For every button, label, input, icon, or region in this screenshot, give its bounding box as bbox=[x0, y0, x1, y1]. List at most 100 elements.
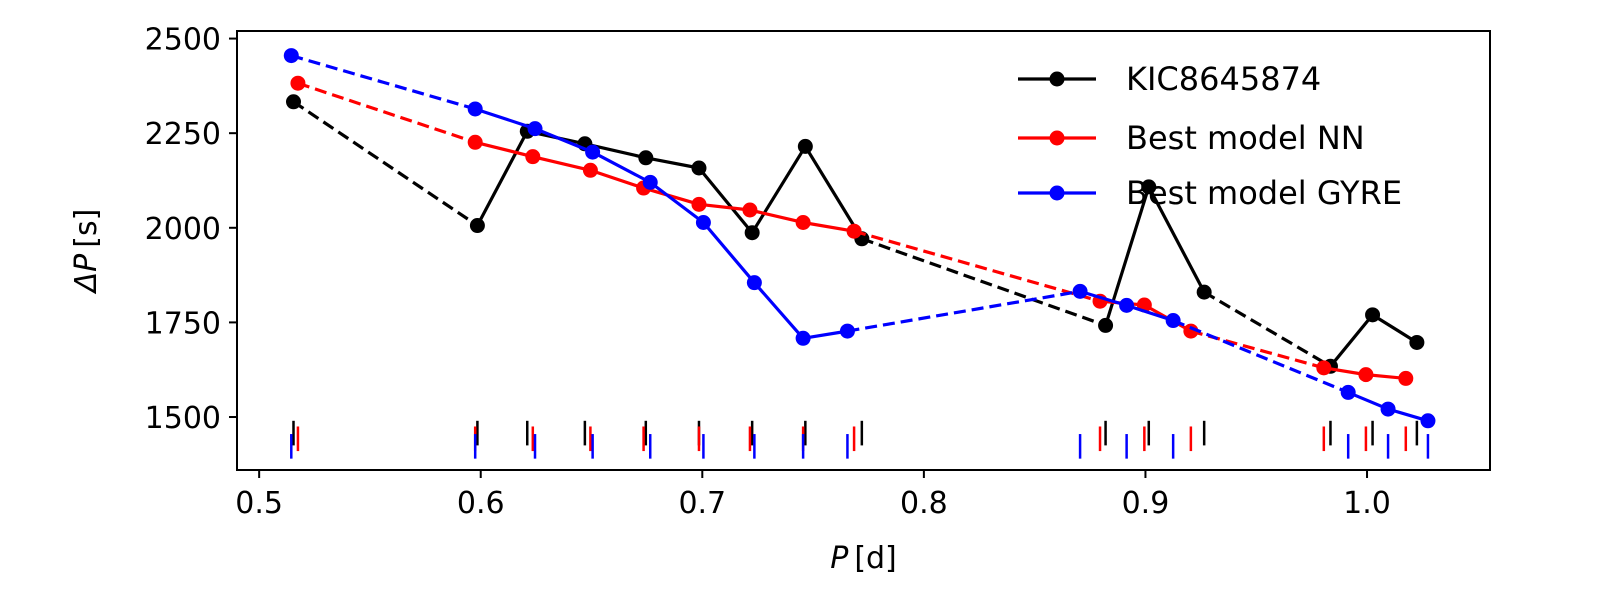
data-point bbox=[795, 214, 811, 230]
series-segment bbox=[589, 168, 645, 190]
y-tick-label: 2250 bbox=[145, 117, 221, 152]
data-point bbox=[797, 138, 813, 154]
series-segment bbox=[749, 208, 804, 225]
legend-entry: KIC8645874 bbox=[1018, 60, 1321, 98]
tick-marks-layer bbox=[229, 37, 1369, 478]
legend-marker bbox=[1049, 71, 1065, 87]
data-point bbox=[638, 150, 654, 166]
series-segment bbox=[532, 155, 591, 172]
data-point bbox=[1119, 297, 1135, 313]
x-tick-label: 1.0 bbox=[1343, 486, 1391, 521]
series-segment bbox=[1371, 313, 1418, 344]
data-point bbox=[469, 218, 485, 234]
x-tick-label: 0.5 bbox=[235, 486, 283, 521]
series-segment bbox=[292, 100, 479, 227]
data-point bbox=[1420, 413, 1436, 429]
y-tick-label: 2500 bbox=[145, 23, 221, 58]
y-axis-symbol: ΔP bbox=[69, 253, 104, 295]
legend-marker bbox=[1049, 130, 1065, 146]
data-point bbox=[1165, 313, 1181, 329]
legend-label: Best model NN bbox=[1126, 119, 1365, 157]
data-point bbox=[1316, 360, 1332, 376]
series-segment bbox=[702, 221, 756, 284]
y-tick-label: 2000 bbox=[145, 212, 221, 247]
series-segment bbox=[297, 81, 476, 144]
x-tick-label: 0.8 bbox=[900, 486, 948, 521]
data-point bbox=[527, 121, 543, 137]
y-tick-label: 1500 bbox=[145, 401, 221, 436]
series-segment bbox=[1172, 319, 1349, 394]
x-axis-label: P [d] bbox=[830, 541, 897, 576]
y-tick-label: 1750 bbox=[145, 306, 221, 341]
period-markers-layer bbox=[290, 420, 1430, 459]
series-segment bbox=[645, 156, 700, 170]
x-axis-unit: [d] bbox=[854, 541, 896, 576]
data-point bbox=[1340, 384, 1356, 400]
y-axis-unit: [s] bbox=[69, 209, 104, 248]
series-segment bbox=[649, 181, 705, 224]
series-segment bbox=[853, 229, 1101, 303]
series-segment bbox=[474, 140, 534, 159]
x-axis-symbol: P bbox=[830, 541, 849, 576]
data-point bbox=[290, 75, 306, 91]
series-segment bbox=[475, 130, 529, 227]
data-point bbox=[1098, 317, 1114, 333]
legend-entry: Best model NN bbox=[1018, 119, 1365, 157]
legend-entry: Best model GYRE bbox=[1018, 174, 1402, 212]
series-segment bbox=[697, 166, 754, 234]
data-point bbox=[691, 160, 707, 176]
data-point bbox=[1409, 334, 1425, 350]
series-segment bbox=[861, 237, 1107, 327]
series-segment bbox=[290, 54, 476, 111]
data-point bbox=[467, 134, 483, 150]
data-point bbox=[1398, 370, 1414, 386]
data-point bbox=[1358, 367, 1374, 383]
series-segment bbox=[534, 127, 594, 154]
data-point bbox=[744, 225, 760, 241]
data-point bbox=[286, 94, 302, 110]
data-point bbox=[839, 323, 855, 339]
series-segment bbox=[1126, 303, 1174, 323]
series-segment bbox=[847, 289, 1081, 333]
data-point bbox=[795, 330, 811, 346]
series-segment bbox=[753, 281, 805, 340]
series-segment bbox=[1147, 186, 1206, 293]
plot-frame bbox=[236, 30, 1491, 471]
data-point bbox=[746, 275, 762, 291]
y-axis-label: ΔP [s] bbox=[69, 209, 104, 295]
data-point bbox=[1380, 401, 1396, 417]
data-point bbox=[846, 223, 862, 239]
series-segment bbox=[643, 186, 700, 206]
series-layer bbox=[283, 48, 1436, 429]
series-best-model-gyre bbox=[283, 48, 1436, 429]
data-point bbox=[642, 174, 658, 190]
legend-label: Best model GYRE bbox=[1126, 174, 1402, 212]
x-tick-label: 0.9 bbox=[1122, 486, 1170, 521]
data-point bbox=[283, 48, 299, 64]
data-point bbox=[691, 196, 707, 212]
series-segment bbox=[750, 145, 807, 234]
data-point bbox=[1196, 284, 1212, 300]
series-segment bbox=[698, 202, 751, 212]
data-point bbox=[1365, 307, 1381, 323]
x-tick-label: 0.6 bbox=[457, 486, 505, 521]
data-point bbox=[525, 149, 541, 165]
data-point bbox=[467, 101, 483, 117]
data-point bbox=[1141, 179, 1157, 195]
tick-labels-layer: 0.5 0.6 0.7 0.8 0.9 1.0 1500 1750 2000 2250 2500 bbox=[145, 23, 1391, 521]
x-tick-label: 0.7 bbox=[678, 486, 726, 521]
legend: KIC8645874 Best model NN Best model GYRE bbox=[1018, 60, 1402, 212]
series-segment bbox=[1079, 289, 1128, 307]
series-segment bbox=[1329, 313, 1374, 368]
series-segment bbox=[1203, 290, 1332, 368]
series-segment bbox=[474, 107, 536, 131]
data-point bbox=[1183, 323, 1199, 339]
series-segment bbox=[803, 145, 864, 240]
series-segment bbox=[802, 220, 855, 233]
data-point bbox=[1072, 283, 1088, 299]
legend-marker bbox=[1049, 185, 1065, 201]
data-point bbox=[695, 214, 711, 230]
legend-label: KIC8645874 bbox=[1126, 60, 1321, 98]
data-point bbox=[585, 144, 601, 160]
